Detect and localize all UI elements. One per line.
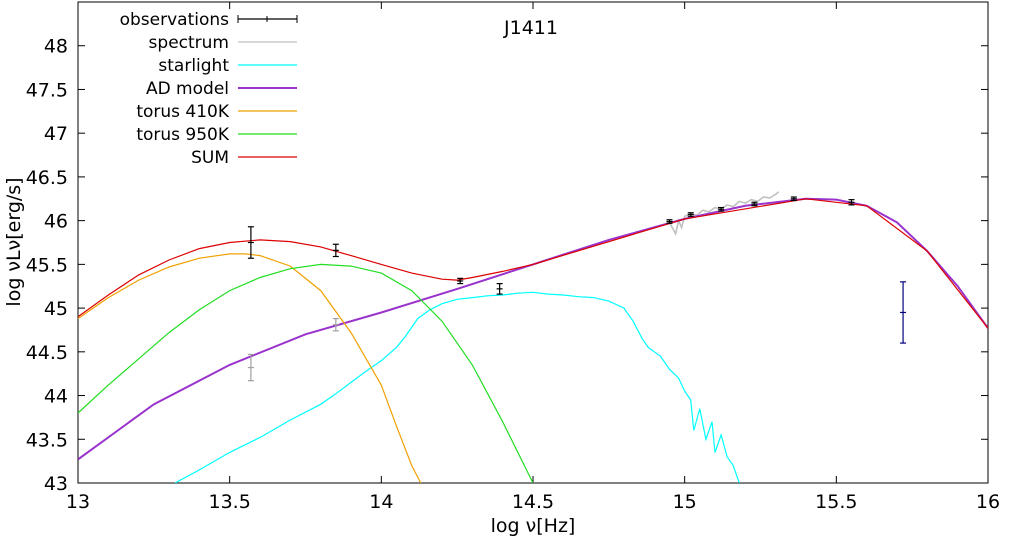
x-tick-label: 14 [369, 491, 393, 513]
y-tick-label: 44 [44, 386, 68, 408]
y-axis-ticks: 43 43.5 44 44.5 45 45.5 46 46.5 47 47.5 48 [26, 36, 988, 495]
y-tick-label: 47 [44, 123, 68, 145]
legend-label: SUM [191, 148, 229, 168]
legend: observations spectrum starlight AD model tor… [120, 10, 298, 168]
observation-point [666, 219, 673, 224]
observation-point [718, 206, 725, 212]
y-tick-label: 46.5 [26, 167, 68, 189]
observation-point [687, 212, 694, 217]
observation-point [457, 277, 464, 285]
blue-data-point [900, 281, 907, 344]
observation-point [751, 201, 758, 207]
legend-label: spectrum [149, 33, 229, 53]
x-tick-label: 16 [976, 491, 1000, 513]
grey-data-point [332, 317, 339, 332]
series-sum [78, 198, 988, 329]
series-torus-410 [78, 253, 422, 483]
x-axis-title: log ν[Hz] [491, 515, 576, 537]
y-axis-title: log νLν[erg/s] [3, 177, 25, 306]
y-tick-label: 45.5 [26, 254, 68, 276]
y-tick-label: 46 [44, 211, 68, 233]
observation-point [247, 226, 254, 259]
series-starlight [174, 291, 740, 483]
observation-point [496, 283, 503, 295]
x-tick-label: 13.5 [209, 491, 251, 513]
y-tick-label: 48 [44, 36, 68, 58]
x-tick-label: 13 [66, 491, 90, 513]
y-tick-label: 43.5 [26, 429, 68, 451]
y-tick-label: 44.5 [26, 342, 68, 364]
y-tick-label: 45 [44, 298, 68, 320]
observation-point [332, 243, 339, 258]
observation-point [790, 196, 797, 202]
x-axis-ticks: 13 13.5 14 14.5 15 15.5 16 [66, 2, 1000, 513]
legend-label: torus 410K [136, 102, 230, 122]
x-tick-label: 14.5 [512, 491, 554, 513]
series-torus-950 [78, 263, 534, 483]
y-tick-label: 47.5 [26, 79, 68, 101]
y-tick-label: 43 [44, 473, 68, 495]
points-layer [247, 196, 907, 382]
legend-label: AD model [146, 79, 229, 99]
series-layer [78, 191, 988, 483]
grey-data-point [247, 353, 254, 382]
legend-label: starlight [158, 56, 229, 76]
legend-label: torus 950K [136, 125, 230, 145]
chart-title: J1411 [503, 17, 558, 39]
x-tick-label: 15.5 [815, 491, 857, 513]
legend-label: observations [120, 10, 230, 30]
x-tick-label: 15 [673, 491, 697, 513]
observation-point [848, 199, 855, 206]
series-ad-model [78, 197, 988, 461]
